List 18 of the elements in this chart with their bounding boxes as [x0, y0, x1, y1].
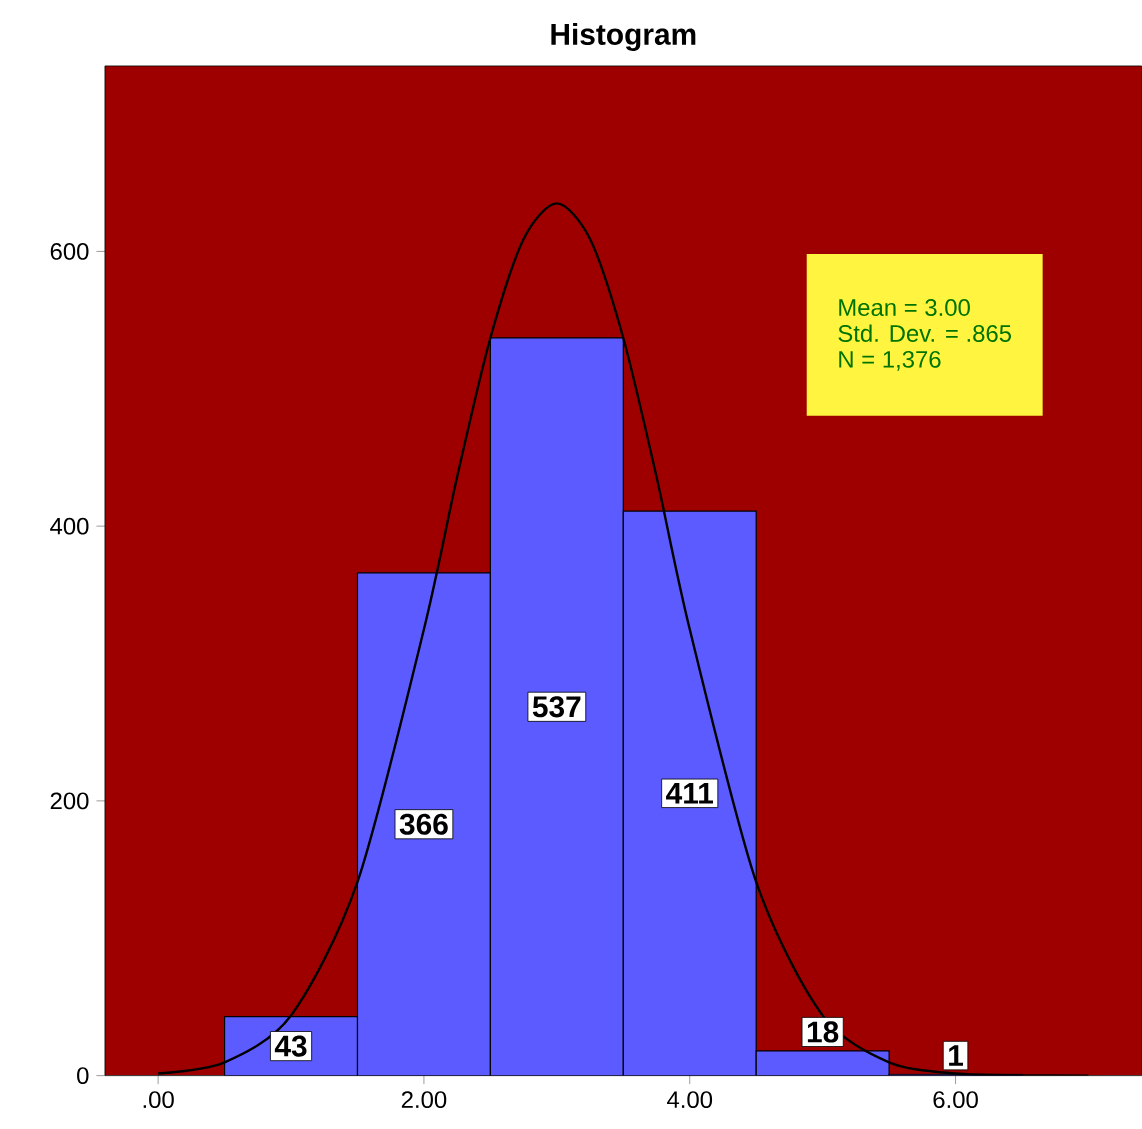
annotation: Std. Dev. = .865 — [838, 324, 1012, 343]
x-tick-label: 6.00 — [933, 1091, 978, 1109]
x-tick-label: .00 — [143, 1091, 174, 1109]
y-tick-label: 400 — [50, 517, 89, 535]
data-label: 43 — [274, 1035, 307, 1057]
y-tick-label: 200 — [50, 792, 89, 810]
annotation: Mean = 3.00 — [839, 299, 970, 317]
data-label: 411 — [666, 783, 713, 804]
data-label: 18 — [807, 1021, 839, 1043]
data-label: 366 — [399, 813, 448, 836]
chart-title: Histogram — [551, 23, 696, 52]
y-tick-label: 0 — [77, 1067, 89, 1085]
data-label: 1 — [949, 1045, 964, 1067]
x-tick-label: 2.00 — [401, 1091, 447, 1109]
data-label: 537 — [532, 696, 581, 718]
y-tick-label: 600 — [50, 243, 89, 261]
x-tick-label: 4.00 — [667, 1091, 713, 1109]
annotation: N = 1,376 — [839, 351, 941, 371]
